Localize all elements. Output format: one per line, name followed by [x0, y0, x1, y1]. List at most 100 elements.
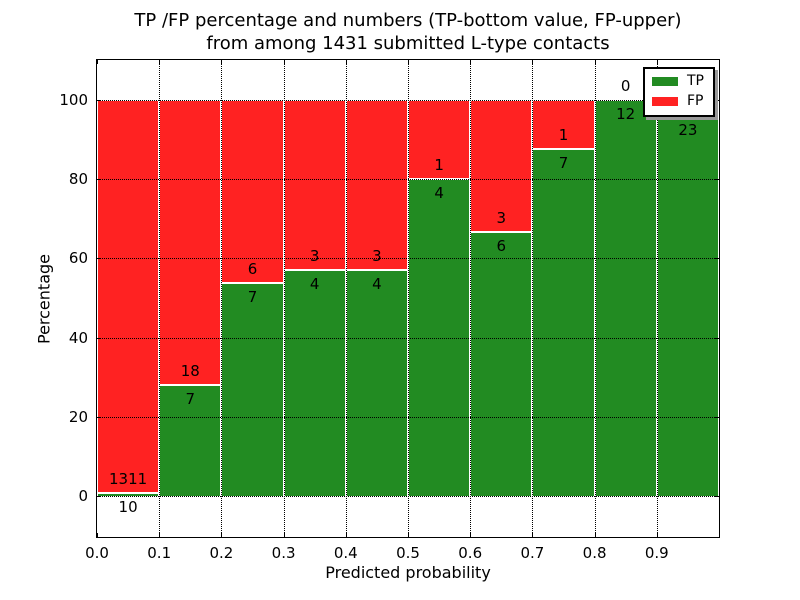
x-tick-mark: [532, 533, 534, 537]
plot-area: Percentage Predicted probability TP FP 13…: [35, 59, 720, 582]
legend-label: FP: [687, 93, 704, 109]
x-tick-mark: [594, 533, 596, 537]
bar-label-tp: 10: [118, 498, 138, 517]
bar-segment-tp: [594, 99, 657, 497]
legend-label: TP: [687, 73, 704, 89]
y-tick-mark: [97, 99, 101, 101]
bar-label-fp: 18: [180, 362, 200, 381]
bar-label-fp: 0: [620, 76, 631, 95]
x-tick-label: 0.4: [333, 544, 358, 562]
v-gridline: [470, 60, 472, 537]
bar-segment-tp: [656, 116, 719, 497]
x-tick-label: 0.7: [520, 544, 545, 562]
x-tick-mark: [159, 533, 161, 537]
chart-title: TP /FP percentage and numbers (TP-bottom…: [134, 10, 682, 31]
tp-swatch: [652, 77, 678, 86]
y-tick-label: 60: [68, 249, 88, 268]
y-tick-label: 20: [68, 407, 88, 426]
bar-segment-fp: [470, 99, 533, 232]
bar-segment-tp: [532, 149, 595, 497]
bar-label-fp: 3: [372, 246, 382, 265]
bar-label-tp: 4: [434, 184, 444, 203]
y-tick-mark-right: [715, 337, 719, 339]
x-tick-mark-top: [408, 60, 409, 64]
x-tick-label: 0.0: [85, 544, 109, 562]
bar-label-fp: 1: [558, 126, 569, 145]
v-gridline: [408, 60, 409, 537]
x-tick-mark-top: [719, 60, 720, 64]
y-tick-mark: [97, 258, 101, 260]
x-tick-mark-top: [221, 60, 223, 64]
x-tick-label: 0.9: [644, 544, 669, 562]
y-tick-mark-right: [715, 416, 719, 418]
bar-label-fp: 6: [247, 259, 258, 278]
bar-label-tp: 7: [185, 390, 196, 409]
y-tick-label: 100: [59, 90, 88, 109]
x-tick-mark: [221, 533, 223, 537]
y-tick-mark-right: [715, 258, 719, 260]
bar-segment-fp: [345, 99, 408, 270]
bar-segment-tp: [221, 282, 284, 497]
bar-segment-tp: [470, 231, 533, 497]
x-tick-label: 0.8: [582, 544, 607, 562]
x-tick-mark-top: [283, 60, 285, 64]
y-tick-mark: [97, 496, 101, 498]
x-tick-label: 0.1: [147, 544, 172, 562]
v-gridline: [159, 60, 161, 537]
y-axis-label: Percentage: [34, 253, 54, 344]
bar-label-fp: 1: [434, 156, 444, 175]
legend-item: TP: [652, 74, 704, 89]
x-tick-mark-top: [97, 60, 98, 64]
x-tick-mark-top: [594, 60, 596, 64]
legend-item: FP: [652, 94, 704, 109]
fp-swatch: [652, 97, 678, 106]
x-axis-label: Predicted probability: [325, 563, 491, 582]
y-tick-mark: [97, 337, 101, 339]
x-tick-mark-top: [345, 60, 347, 64]
y-tick-mark: [97, 179, 101, 181]
y-tick-mark-right: [715, 179, 719, 181]
chart-title-block: TP /FP percentage and numbers (TP-bottom…: [96, 9, 720, 55]
x-tick-mark: [656, 533, 658, 537]
x-tick-label: 0.5: [396, 544, 420, 562]
v-gridline: [594, 60, 596, 537]
v-gridline: [656, 60, 658, 537]
chart-subtitle: from among 1431 submitted L-type contact…: [206, 33, 610, 54]
y-tick-mark-right: [715, 496, 719, 498]
bar-label-tp: 23: [678, 121, 698, 140]
x-tick-mark: [345, 533, 347, 537]
x-tick-label: 0.6: [458, 544, 483, 562]
y-tick-label: 0: [78, 487, 88, 506]
x-tick-mark-top: [470, 60, 472, 64]
bar-label-tp: 6: [496, 236, 507, 255]
v-gridline: [283, 60, 285, 537]
y-tick-label: 40: [68, 328, 88, 347]
x-tick-mark-top: [159, 60, 161, 64]
v-gridline: [532, 60, 534, 537]
bar-segment-tp: [283, 269, 346, 497]
bar-segment-fp: [283, 99, 346, 270]
bar-label-tp: 7: [247, 287, 258, 306]
x-tick-label: 0.3: [271, 544, 296, 562]
x-tick-mark: [470, 533, 472, 537]
bar-label-tp: 4: [309, 274, 320, 293]
bar-segment-fp: [159, 99, 222, 386]
bar-label-fp: 3: [496, 208, 507, 227]
bar-label-fp: 1311: [109, 470, 148, 489]
y-tick-label: 80: [68, 170, 88, 189]
x-tick-label: 0.2: [209, 544, 234, 562]
y-tick-mark: [97, 416, 101, 418]
bar-label-tp: 7: [558, 154, 569, 173]
bar-segment-fp: [97, 99, 160, 494]
bar-label-tp: 12: [616, 104, 636, 123]
x-tick-mark: [283, 533, 285, 537]
v-gridline: [221, 60, 223, 537]
legend: TP FP: [643, 67, 715, 117]
bar-segment-tp: [345, 269, 408, 497]
bar-segment-fp: [221, 99, 284, 283]
x-tick-mark-top: [532, 60, 534, 64]
x-tick-mark-top: [656, 60, 658, 64]
bar-label-tp: 4: [372, 274, 382, 293]
x-tick-mark: [408, 533, 409, 537]
